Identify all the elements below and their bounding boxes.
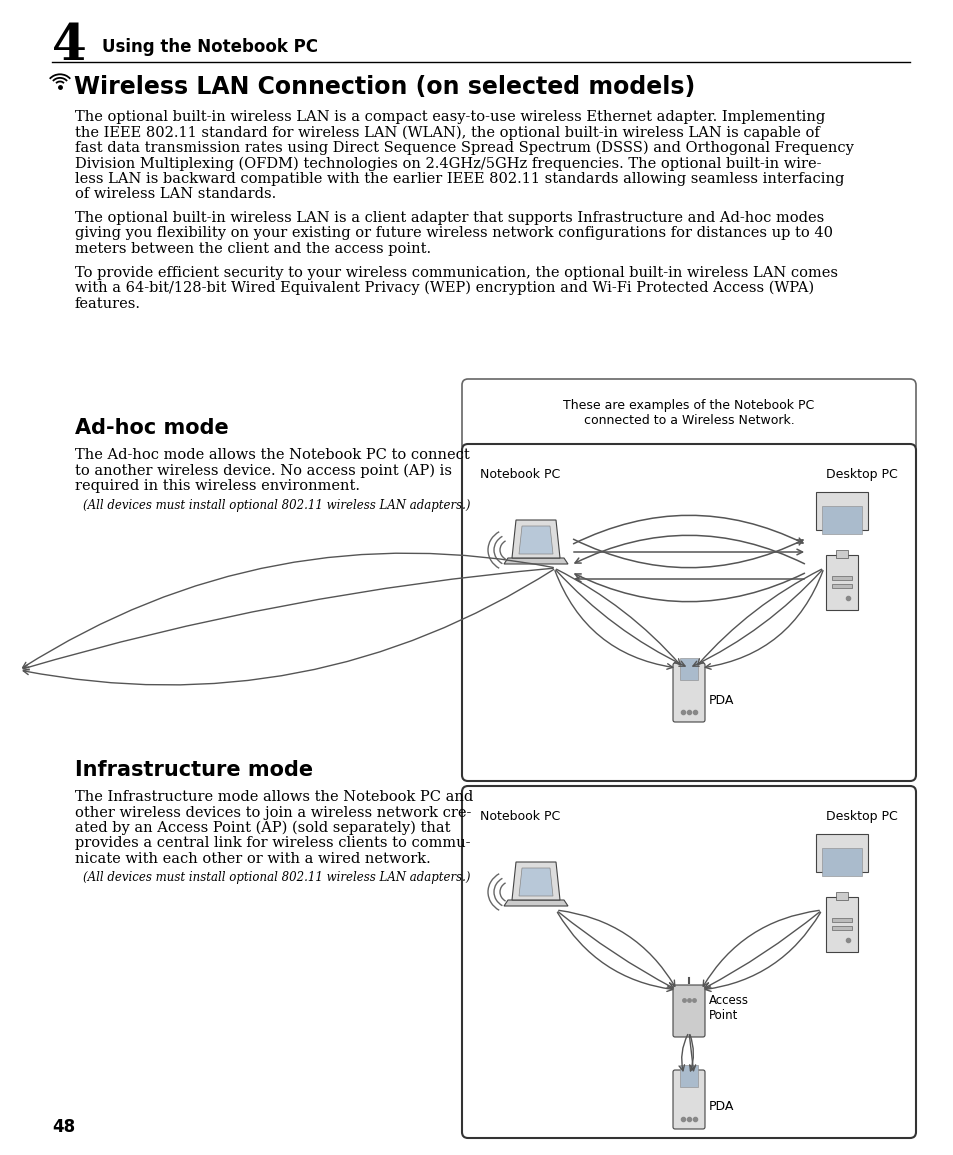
Bar — [821, 506, 862, 534]
Bar — [831, 584, 851, 588]
Text: The optional built-in wireless LAN is a compact easy-to-use wireless Ethernet ad: The optional built-in wireless LAN is a … — [75, 110, 824, 124]
Text: meters between the client and the access point.: meters between the client and the access… — [75, 243, 431, 256]
Bar — [679, 658, 698, 680]
Text: 48: 48 — [52, 1118, 75, 1137]
Text: (All devices must install optional 802.11 wireless LAN adapters.): (All devices must install optional 802.1… — [83, 872, 470, 885]
FancyBboxPatch shape — [672, 985, 704, 1037]
FancyBboxPatch shape — [672, 663, 704, 722]
Polygon shape — [503, 558, 567, 564]
Bar — [835, 550, 847, 558]
Text: PDA: PDA — [708, 1101, 734, 1113]
Text: Desktop PC: Desktop PC — [825, 468, 897, 480]
Text: Notebook PC: Notebook PC — [479, 810, 559, 824]
Bar — [815, 834, 867, 872]
Bar — [815, 492, 867, 530]
Polygon shape — [518, 869, 553, 896]
Text: fast data transmission rates using Direct Sequence Spread Spectrum (DSSS) and Or: fast data transmission rates using Direc… — [75, 141, 853, 156]
Bar — [679, 1065, 698, 1087]
Text: Ad-hoc mode: Ad-hoc mode — [75, 418, 229, 438]
Text: with a 64-bit/128-bit Wired Equivalent Privacy (WEP) encryption and Wi-Fi Protec: with a 64-bit/128-bit Wired Equivalent P… — [75, 281, 813, 296]
Text: Infrastructure mode: Infrastructure mode — [75, 760, 313, 780]
Text: Wireless LAN Connection (on selected models): Wireless LAN Connection (on selected mod… — [74, 75, 695, 99]
FancyBboxPatch shape — [461, 787, 915, 1138]
Bar — [831, 918, 851, 922]
Text: Using the Notebook PC: Using the Notebook PC — [102, 38, 317, 55]
Text: Access
Point: Access Point — [708, 994, 748, 1022]
Polygon shape — [518, 526, 553, 554]
Text: Division Multiplexing (OFDM) technologies on 2.4GHz/5GHz frequencies. The option: Division Multiplexing (OFDM) technologie… — [75, 156, 821, 171]
Text: To provide efficient security to your wireless communication, the optional built: To provide efficient security to your wi… — [75, 266, 837, 280]
Bar — [825, 556, 857, 610]
Text: less LAN is backward compatible with the earlier IEEE 802.11 standards allowing : less LAN is backward compatible with the… — [75, 172, 843, 186]
Bar — [831, 576, 851, 580]
Polygon shape — [512, 520, 559, 558]
Text: to another wireless device. No access point (AP) is: to another wireless device. No access po… — [75, 463, 452, 478]
Bar — [825, 897, 857, 952]
Text: These are examples of the Notebook PC
connected to a Wireless Network.: These are examples of the Notebook PC co… — [563, 398, 814, 427]
Text: Notebook PC: Notebook PC — [479, 468, 559, 480]
Text: Desktop PC: Desktop PC — [825, 810, 897, 824]
Text: giving you flexibility on your existing or future wireless network configuration: giving you flexibility on your existing … — [75, 226, 832, 240]
Text: features.: features. — [75, 297, 141, 311]
Text: 4: 4 — [52, 22, 87, 70]
Bar — [835, 892, 847, 900]
Text: nicate with each other or with a wired network.: nicate with each other or with a wired n… — [75, 852, 431, 866]
Text: The Ad-hoc mode allows the Notebook PC to connect: The Ad-hoc mode allows the Notebook PC t… — [75, 448, 469, 462]
Text: provides a central link for wireless clients to commu-: provides a central link for wireless cli… — [75, 836, 470, 850]
Text: ated by an Access Point (AP) (sold separately) that: ated by an Access Point (AP) (sold separ… — [75, 821, 450, 835]
Text: other wireless devices to join a wireless network cre-: other wireless devices to join a wireles… — [75, 805, 471, 820]
Text: PDA: PDA — [708, 693, 734, 707]
FancyBboxPatch shape — [461, 444, 915, 781]
Text: The Infrastructure mode allows the Notebook PC and: The Infrastructure mode allows the Noteb… — [75, 790, 473, 804]
Polygon shape — [512, 862, 559, 900]
Text: the IEEE 802.11 standard for wireless LAN (WLAN), the optional built-in wireless: the IEEE 802.11 standard for wireless LA… — [75, 126, 819, 140]
Text: of wireless LAN standards.: of wireless LAN standards. — [75, 187, 276, 201]
FancyBboxPatch shape — [461, 379, 915, 450]
Text: The optional built-in wireless LAN is a client adapter that supports Infrastruct: The optional built-in wireless LAN is a … — [75, 211, 823, 225]
FancyBboxPatch shape — [672, 1070, 704, 1128]
Bar — [821, 848, 862, 875]
Polygon shape — [503, 900, 567, 906]
Bar — [831, 926, 851, 930]
Text: (All devices must install optional 802.11 wireless LAN adapters.): (All devices must install optional 802.1… — [83, 499, 470, 512]
Text: required in this wireless environment.: required in this wireless environment. — [75, 479, 359, 493]
